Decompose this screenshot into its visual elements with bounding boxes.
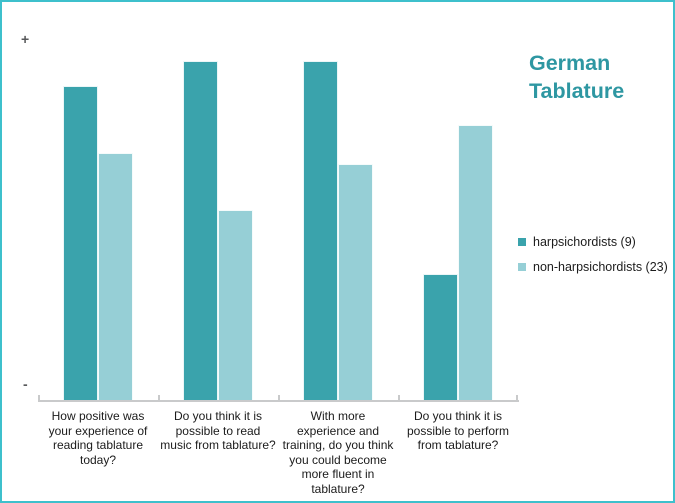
bar-harpsichordists xyxy=(183,61,218,401)
bar-non-harpsichordists xyxy=(338,164,373,401)
y-axis-minus-label: - xyxy=(23,376,28,392)
category-group xyxy=(278,47,398,401)
axis-tick xyxy=(278,395,280,400)
bar-harpsichordists xyxy=(63,86,98,401)
axis-tick xyxy=(398,395,400,400)
bar-non-harpsichordists xyxy=(98,153,133,401)
category-group xyxy=(38,47,158,401)
axis-tick xyxy=(158,395,160,400)
axis-tick xyxy=(38,395,40,400)
legend-item: harpsichordists (9) xyxy=(518,235,668,249)
chart-title: German Tablature xyxy=(529,51,625,103)
plot-area xyxy=(38,47,518,401)
legend-label: harpsichordists (9) xyxy=(533,235,636,249)
category-label: How positive was your experience of read… xyxy=(48,409,148,467)
axis-tick xyxy=(516,395,518,400)
category-label: Do you think it is possible to read musi… xyxy=(160,409,276,452)
bar-non-harpsichordists xyxy=(218,210,253,401)
bar-harpsichordists xyxy=(423,274,458,401)
y-axis-plus-label: + xyxy=(21,31,30,47)
category-group xyxy=(158,47,278,401)
category-label: Do you think it is possible to perform f… xyxy=(406,409,510,452)
category-label: With more experience and training, do yo… xyxy=(282,409,394,496)
bar-harpsichordists xyxy=(303,61,338,401)
legend: harpsichordists (9) non-harpsichordists (… xyxy=(518,235,668,285)
category-group xyxy=(398,47,518,401)
legend-item: non-harpsichordists (23) xyxy=(518,260,668,274)
category-labels: How positive was your experience of read… xyxy=(38,409,518,496)
legend-swatch xyxy=(518,238,526,246)
x-axis-line xyxy=(38,395,519,402)
legend-label: non-harpsichordists (23) xyxy=(533,260,668,274)
legend-swatch xyxy=(518,263,526,271)
bar-non-harpsichordists xyxy=(458,125,493,401)
